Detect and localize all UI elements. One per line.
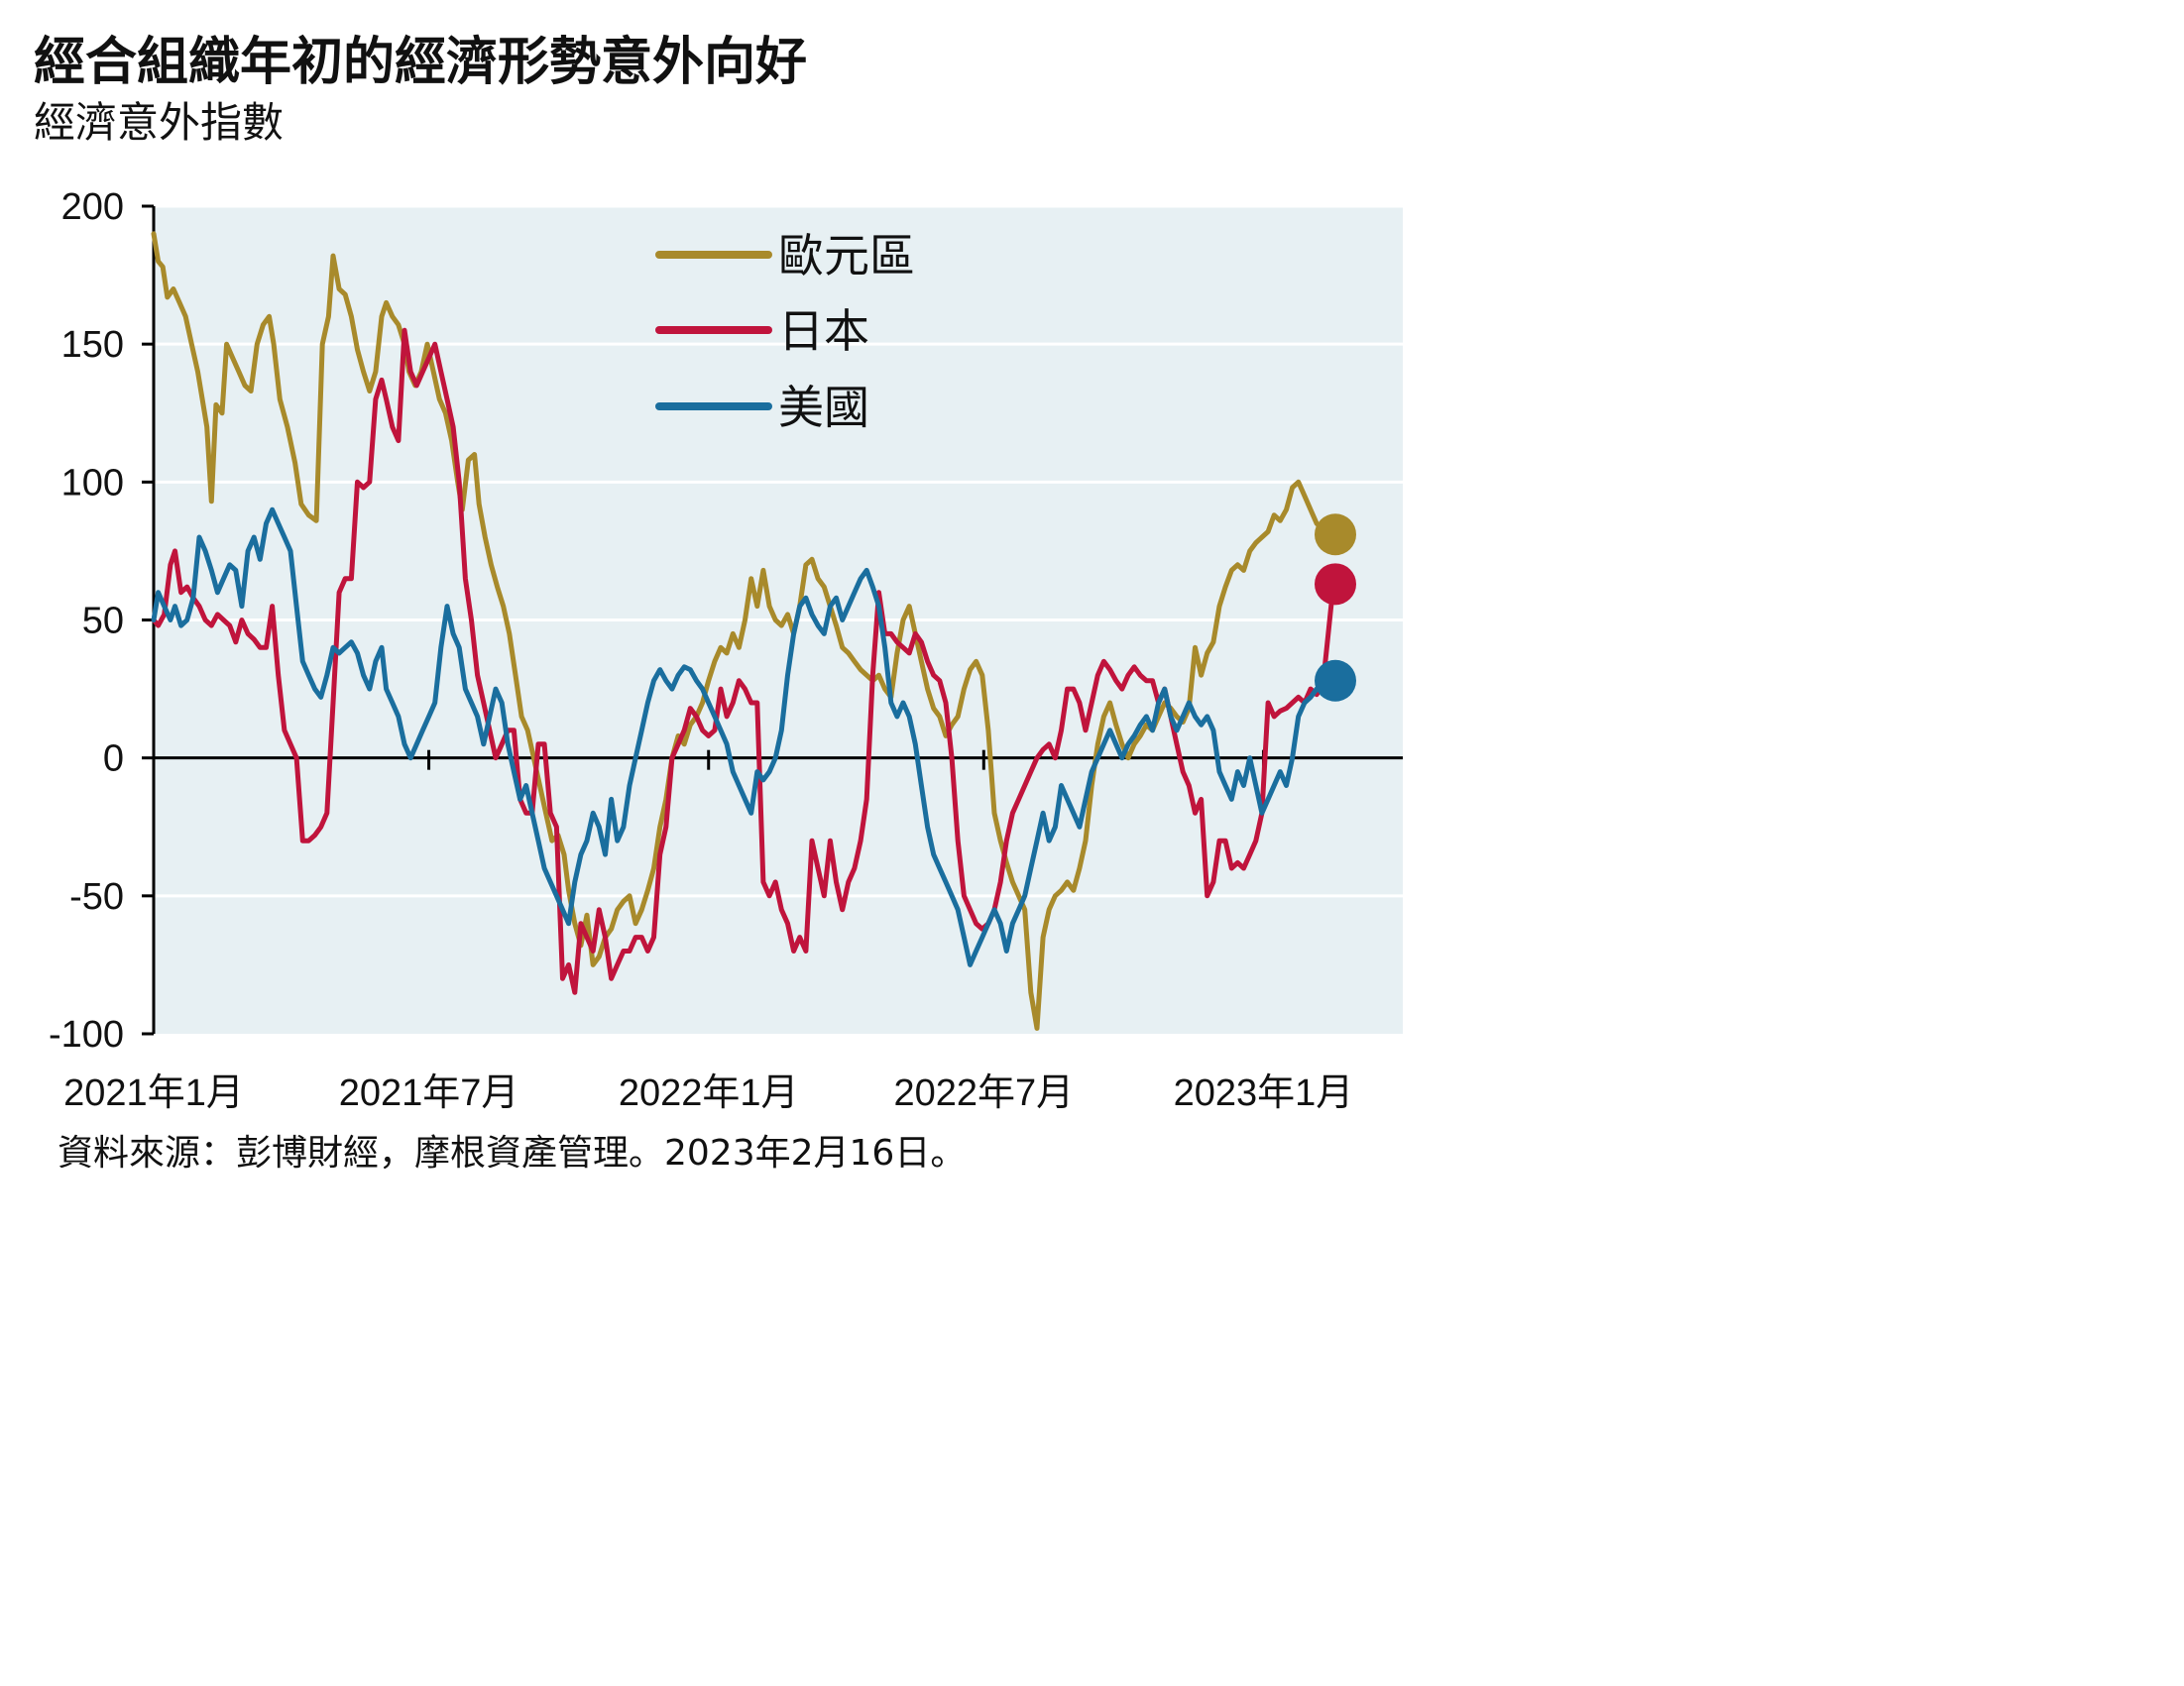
- y-tick-label: -100: [49, 1014, 124, 1056]
- legend-label: 歐元區: [778, 230, 915, 281]
- end-marker-2: [1315, 563, 1356, 606]
- y-tick-label: 150: [61, 324, 124, 366]
- series-line-3: [151, 506, 1336, 967]
- x-tick-label: 2021年7月: [339, 1072, 519, 1114]
- x-tick-label: 2022年7月: [893, 1072, 1074, 1114]
- x-tick-label: 2021年1月: [63, 1072, 244, 1114]
- x-tick-label: 2022年1月: [619, 1072, 799, 1114]
- source-note: 資料來源：彭博財經，摩根資產管理。2023年2月16日。: [57, 1133, 967, 1174]
- series-line-2: [151, 327, 1336, 995]
- x-axis-ticks: 2021年1月 2021年7月 2022年1月 2022年7月 2023年1月: [63, 749, 1354, 1114]
- chart-title: 經合組織年初的經濟形勢意外向好: [34, 33, 808, 92]
- legend-label: 日本: [778, 305, 869, 357]
- y-tick-label: 50: [82, 601, 124, 642]
- end-marker-1: [1315, 513, 1356, 556]
- y-tick-label: 0: [103, 738, 124, 780]
- y-tick-label: -50: [69, 876, 124, 918]
- end-marker-3: [1315, 659, 1356, 702]
- series-line-1: [151, 231, 1336, 1031]
- chart-subtitle: 經濟意外指數: [34, 98, 285, 147]
- x-tick-label: 2023年1月: [1174, 1072, 1354, 1114]
- legend-label: 美國: [778, 382, 869, 433]
- y-tick-label: 100: [61, 462, 124, 504]
- end-markers: [1315, 513, 1356, 702]
- series-lines: [151, 231, 1336, 1031]
- y-axis-ticks: 200 150 100 50 0 -50 -100: [49, 186, 154, 1056]
- line-chart: 200 150 100 50 0 -50 -100 2021年1月 2021年7月 2022年1…: [49, 186, 1403, 1114]
- y-tick-label: 200: [61, 186, 124, 228]
